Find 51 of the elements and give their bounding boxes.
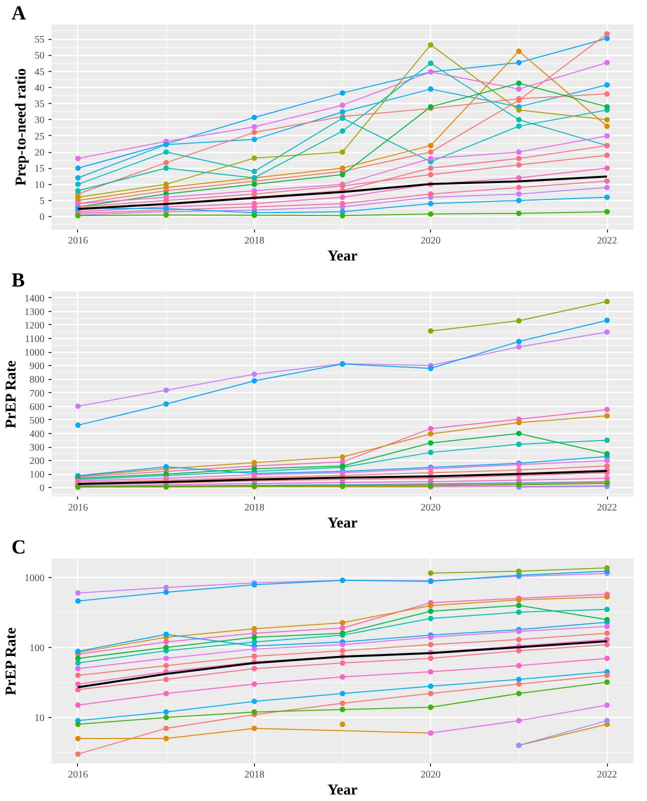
chart-title: C: [12, 536, 26, 558]
y-tick-label: 400: [30, 428, 44, 440]
x-tick-label: 2018: [244, 502, 264, 514]
y-tick-label: 1000: [24, 573, 44, 584]
y-tick-label: 20: [34, 148, 44, 159]
y-tick-label: 5: [40, 196, 44, 207]
x-tick-label: 2020: [420, 236, 441, 246]
y-tick-label: 1000: [24, 348, 44, 359]
x-axis-title: Year: [328, 248, 358, 264]
x-tick-label: 2022: [597, 236, 618, 246]
y-tick-label: 30: [34, 115, 44, 126]
x-tick-label: 2016: [68, 502, 88, 514]
y-tick-label: 1400: [24, 293, 44, 304]
chart-title: A: [12, 2, 26, 24]
y-tick-label: 15: [34, 164, 44, 175]
x-tick-label: 2022: [597, 502, 618, 514]
y-tick-label: 500: [30, 415, 44, 426]
x-axis-title: Year: [328, 516, 358, 532]
x-tick-label: 2020: [420, 770, 441, 780]
y-tick-label: 35: [34, 99, 44, 110]
x-tick-label: 2016: [68, 236, 88, 246]
y-tick-label: 40: [34, 82, 44, 94]
y-tick-label: 50: [34, 50, 44, 62]
y-axis-title: Prep-to-need ratio: [14, 68, 30, 186]
x-tick-label: 2018: [244, 770, 264, 780]
x-tick-label: 2020: [420, 502, 441, 514]
y-axis-title: PrEP Rate: [4, 360, 20, 428]
y-tick-label: 200: [30, 456, 44, 468]
y-tick-label: 1100: [24, 334, 45, 346]
y-tick-label: 25: [34, 131, 44, 142]
x-tick-label: 2018: [244, 236, 264, 246]
y-tick-label: 600: [30, 402, 44, 413]
x-tick-label: 2016: [68, 770, 88, 780]
x-axis-title: Year: [328, 782, 358, 798]
y-tick-label: 800: [30, 374, 44, 386]
y-tick-label: 10: [34, 180, 44, 191]
y-tick-label: 100: [30, 643, 44, 654]
x-tick-label: 2022: [597, 770, 618, 780]
y-tick-label: 100: [30, 470, 44, 481]
y-axis-title: PrEP Rate: [4, 627, 20, 696]
y-tick-label: 900: [30, 361, 44, 372]
y-tick-label: 45: [34, 66, 44, 78]
y-tick-label: 300: [30, 442, 44, 454]
y-tick-label: 1200: [24, 320, 44, 332]
y-tick-label: 55: [34, 34, 44, 46]
y-tick-label: 0: [40, 483, 44, 494]
y-tick-label: 10: [34, 712, 44, 724]
chart-title: B: [12, 270, 25, 292]
y-tick-label: 0: [40, 212, 44, 224]
y-tick-label: 1300: [24, 306, 44, 318]
y-tick-label: 700: [30, 388, 44, 400]
